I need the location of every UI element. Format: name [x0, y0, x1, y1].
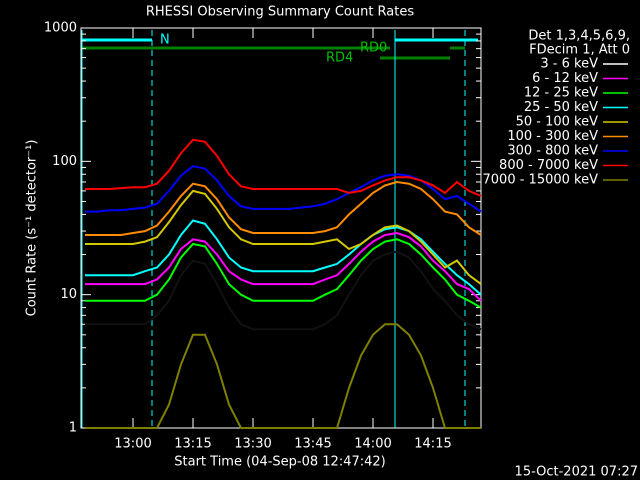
legend-label: 300 - 800 keV: [507, 144, 598, 159]
annotation: N: [160, 33, 170, 48]
legend-label: 100 - 300 keV: [507, 129, 598, 144]
legend-label: 12 - 25 keV: [524, 86, 598, 101]
chart-title: RHESSI Observing Summary Count Rates: [146, 5, 415, 20]
x-tick-label: 13:30: [234, 437, 271, 452]
legend-label: 3 - 6 keV: [540, 57, 598, 72]
annotation: RD4: [326, 51, 353, 66]
y-tick-label: 100: [52, 154, 77, 169]
legend-label: 25 - 50 keV: [524, 100, 598, 115]
x-tick-label: 13:45: [294, 437, 331, 452]
legend-label: 7000 - 15000 keV: [483, 173, 599, 188]
series-line: [85, 238, 482, 309]
x-tick-label: 14:15: [414, 437, 451, 452]
series-line: [85, 189, 482, 285]
annotation: RD0: [360, 41, 387, 56]
y-axis-label: Count Rate (s⁻¹ detector⁻¹): [25, 140, 40, 317]
legend-header: Det 1,3,4,5,6,9,: [528, 29, 630, 44]
legend-header: FDecim 1, Att 0: [529, 43, 630, 58]
y-tick-label: 1: [69, 421, 77, 436]
x-tick-label: 14:00: [354, 437, 391, 452]
legend-label: 800 - 7000 keV: [499, 158, 598, 173]
x-tick-label: 13:15: [174, 437, 211, 452]
x-axis-label: Start Time (04-Sep-08 12:47:42): [174, 455, 385, 470]
series-line: [85, 323, 481, 429]
legend-label: 6 - 12 keV: [532, 71, 598, 86]
series-line: [85, 138, 482, 197]
y-tick-label: 1000: [44, 21, 77, 36]
legend-label: 50 - 100 keV: [516, 115, 599, 130]
footer: 15-Oct-2021 07:27: [515, 465, 638, 480]
series-line: [85, 250, 482, 331]
series-line: [85, 231, 482, 302]
x-tick-label: 13:00: [114, 437, 151, 452]
y-tick-label: 10: [60, 287, 77, 302]
plot-frame: [80, 27, 482, 429]
series-line: [85, 180, 482, 236]
attenuator-bars: N RD0 RD4: [81, 30, 478, 428]
